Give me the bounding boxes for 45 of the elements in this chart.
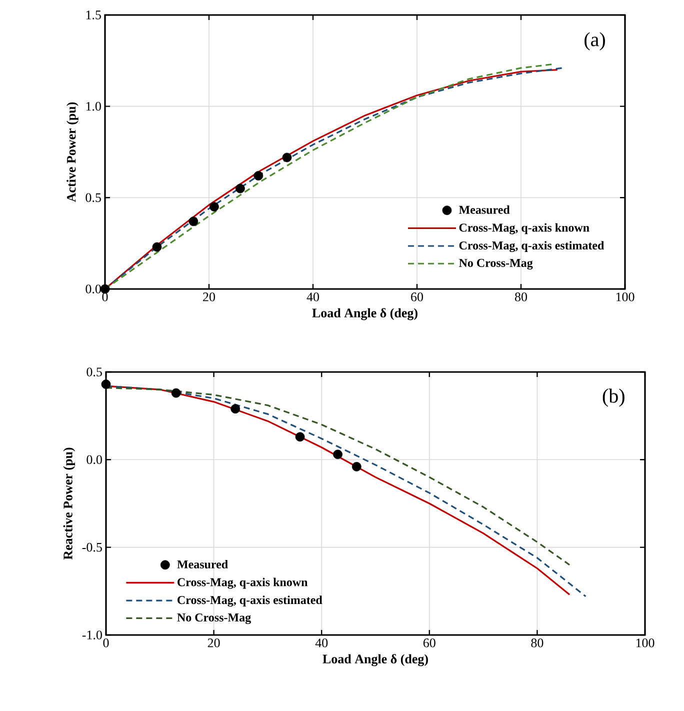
x-tick-label: 20 bbox=[203, 292, 216, 302]
point bbox=[352, 462, 362, 472]
y-tick-label: 1.0 bbox=[86, 102, 101, 111]
y-tick-label: 0.0 bbox=[86, 284, 101, 294]
y-tick-label: 0.5 bbox=[86, 193, 101, 202]
annotation: (b) bbox=[602, 388, 624, 407]
legend-label: Cross-Mag, q-axis estimated bbox=[459, 241, 604, 252]
legend-label: Cross-Mag, q-axis known bbox=[459, 223, 590, 234]
x-tick-label: 0 bbox=[103, 638, 109, 648]
x-tick-label: 40 bbox=[315, 638, 328, 648]
x-tick-label: 100 bbox=[616, 292, 634, 302]
point bbox=[295, 432, 305, 442]
x-tick-label: 60 bbox=[411, 292, 424, 302]
legend-label: Measured bbox=[177, 560, 228, 568]
x-tick-label: 80 bbox=[515, 292, 528, 302]
x-tick-label: 100 bbox=[636, 638, 654, 648]
point bbox=[188, 216, 198, 226]
y-tick-label: 1.5 bbox=[86, 10, 101, 20]
x-tick-label: 60 bbox=[423, 638, 436, 648]
y-tick-label: 0.5 bbox=[86, 368, 102, 376]
legend-label: Measured bbox=[458, 205, 510, 214]
point bbox=[152, 242, 162, 252]
y-tick-label: -0.5 bbox=[82, 542, 102, 552]
annotation: (a) bbox=[584, 32, 605, 50]
x-axis-title: Load Angle δ (deg) bbox=[312, 308, 418, 320]
legend-label: No Cross-Mag bbox=[459, 258, 533, 270]
x-tick-label: 80 bbox=[531, 638, 544, 648]
legend-label: Cross-Mag, q-axis known bbox=[178, 578, 308, 589]
legend-label: No Cross-Mag bbox=[177, 613, 251, 624]
point bbox=[171, 388, 181, 398]
y-tick-label: 0.0 bbox=[86, 455, 102, 464]
x-tick-label: 40 bbox=[306, 292, 320, 302]
point bbox=[230, 404, 240, 414]
y-tick-label: -1.0 bbox=[82, 630, 102, 640]
point bbox=[282, 152, 292, 162]
y-axis-title: Reactive Power (pu) bbox=[63, 448, 76, 560]
x-tick-label: 20 bbox=[208, 638, 220, 648]
point bbox=[254, 171, 264, 180]
x-axis-title: Load Angle δ (deg) bbox=[322, 654, 428, 666]
point bbox=[210, 202, 219, 212]
point bbox=[333, 450, 342, 460]
y-axis-title: Active Power (pu) bbox=[66, 102, 78, 202]
legend-label: Cross-Mag, q-axis estimated bbox=[178, 596, 322, 607]
point bbox=[101, 380, 111, 389]
point bbox=[235, 184, 245, 194]
